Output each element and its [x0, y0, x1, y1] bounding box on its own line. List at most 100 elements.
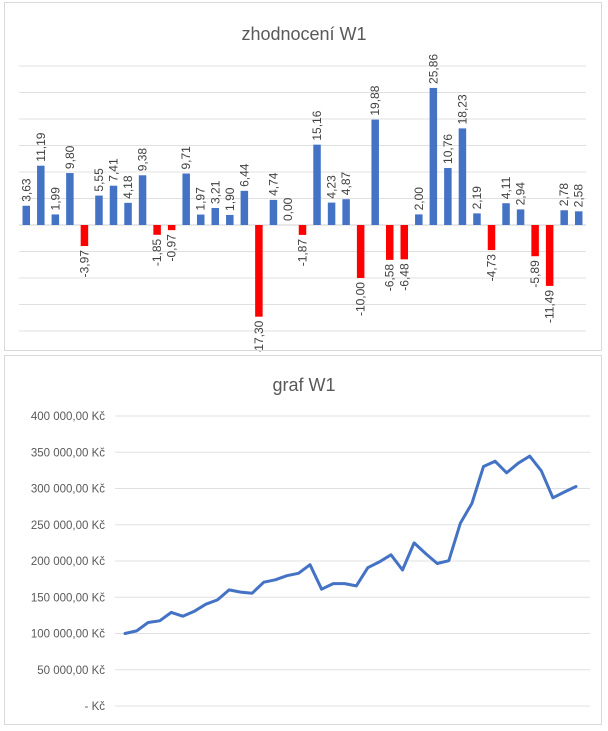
bar — [385, 225, 394, 260]
bar-data-label: -5,89 — [528, 260, 542, 288]
line-chart: graf W1 400 000,00 Kč 350 000,00 Kč 300 00… — [31, 375, 590, 713]
bar — [531, 225, 539, 257]
bar-data-label: -10,00 — [354, 282, 368, 316]
bar-data-label: 4,11 — [499, 176, 513, 199]
bar-data-label: 2,58 — [572, 184, 586, 208]
bar — [574, 211, 583, 225]
bar-data-label: 1,99 — [48, 187, 62, 211]
line-point — [540, 470, 542, 472]
line-series — [123, 454, 578, 635]
y-tick-label: 150 000,00 Kč — [31, 592, 105, 604]
line-point — [170, 611, 172, 614]
bar — [95, 195, 103, 225]
bar-data-label: 10,76 — [441, 134, 455, 164]
bar — [182, 173, 190, 225]
line-point — [182, 615, 184, 617]
line-point — [575, 485, 577, 488]
bar-data-label: 6,44 — [237, 163, 251, 187]
bar — [153, 225, 161, 235]
line-point — [124, 632, 126, 635]
bar-series: 3,63 11,19 1,99 9,80 -3,97 5,55 7,414,189,38 -1… — [19, 54, 585, 352]
bar — [400, 225, 409, 260]
bar-data-label: -1,87 — [296, 239, 310, 267]
bar-chart-panel: zhodnocení W1 3,63 11,19 1,99 9,80 -3,97 5,55… — [4, 2, 602, 352]
bar-data-label: -4,73 — [485, 254, 499, 282]
line-point — [459, 522, 461, 524]
bar-data-label: -17,30 — [252, 320, 266, 352]
bar-data-label: 4,74 — [266, 172, 280, 196]
bar — [313, 144, 321, 225]
bar-data-label: 7,41 — [107, 158, 121, 182]
bar — [487, 225, 496, 251]
bar — [545, 225, 554, 286]
y-tick-label: 400 000,00 Kč — [31, 411, 105, 423]
line-point — [436, 562, 438, 565]
bar — [255, 225, 263, 317]
line-point — [263, 581, 265, 583]
bar — [327, 202, 336, 225]
line-point — [506, 472, 508, 474]
line-point — [517, 462, 519, 464]
line-point — [378, 561, 381, 563]
line-point — [240, 591, 242, 593]
bar-data-label: 2,94 — [514, 182, 528, 206]
bar-data-label: -3,97 — [77, 250, 91, 278]
bar-data-label: -11,49 — [543, 290, 557, 323]
line-series-group — [123, 454, 578, 635]
y-tick-label: 50 000,00 Kč — [37, 665, 105, 677]
bar — [51, 214, 60, 225]
bar-data-label: 2,00 — [412, 187, 426, 211]
bar-data-label: 1,90 — [223, 187, 237, 211]
y-tick-label: 350 000,00 Kč — [31, 447, 105, 459]
line-chart-title: graf W1 — [272, 375, 335, 395]
line-point — [401, 569, 404, 571]
bar-data-label: 5,55 — [92, 168, 106, 192]
y-tick-label: 250 000,00 Kč — [31, 520, 105, 532]
bar-data-label: -6,48 — [397, 263, 411, 291]
bar — [342, 199, 350, 225]
line-point — [228, 589, 230, 591]
bar — [356, 225, 365, 278]
bar — [66, 173, 74, 225]
bar-data-label: -1,85 — [150, 238, 164, 266]
y-tick-label: - Kč — [85, 701, 106, 713]
y-tick-label: 200 000,00 Kč — [31, 556, 105, 568]
bar-data-label: 0,00 — [281, 197, 295, 221]
bar-data-label: 15,16 — [310, 110, 324, 140]
bar — [458, 128, 467, 225]
bar — [167, 225, 176, 231]
line-point — [135, 630, 138, 632]
bar — [80, 225, 89, 247]
line-point — [251, 592, 253, 594]
bar-data-label: 9,71 — [179, 146, 193, 170]
bar — [298, 225, 307, 235]
line-gridlines — [115, 415, 590, 707]
bar-data-label: 2,19 — [470, 186, 484, 210]
line-point — [274, 579, 276, 581]
bar — [22, 205, 31, 225]
line-point — [344, 583, 346, 585]
line-point — [309, 564, 311, 566]
bar — [240, 190, 249, 225]
bar-data-label: 4,23 — [325, 175, 339, 199]
line-point — [425, 553, 427, 555]
bar-data-label: 18,23 — [455, 94, 469, 124]
bar-data-label: 4,18 — [121, 175, 135, 199]
bar-data-label: 3,63 — [19, 178, 33, 202]
line-point — [367, 567, 369, 569]
line-chart-panel: graf W1 400 000,00 Kč 350 000,00 Kč 300 00… — [4, 355, 602, 725]
line-point — [297, 572, 300, 574]
bar — [444, 167, 452, 225]
bar — [269, 199, 278, 225]
bar — [226, 214, 234, 225]
line-point — [471, 502, 473, 505]
line-point — [159, 620, 161, 622]
bar-data-label: -0,97 — [165, 234, 179, 262]
bar-data-label: 19,88 — [368, 85, 382, 115]
bar — [109, 185, 118, 225]
bar — [502, 203, 510, 225]
bar-data-label: 1,97 — [194, 187, 208, 211]
bar — [138, 175, 147, 225]
line-point — [205, 603, 207, 605]
bar-data-label: 2,78 — [557, 183, 571, 207]
